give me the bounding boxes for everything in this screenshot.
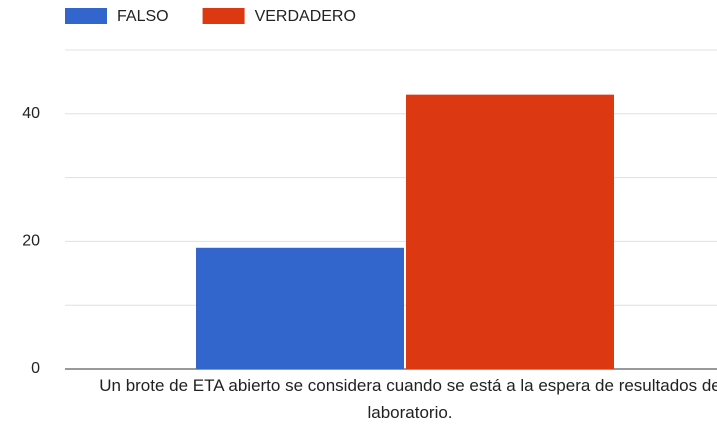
y-tick-label: 20 — [22, 233, 40, 250]
legend-label: FALSO — [117, 8, 169, 25]
bar — [196, 247, 404, 369]
x-tick-label: Un brote de ETA abierto se considera cua… — [99, 376, 717, 422]
legend-swatch — [65, 8, 107, 24]
y-tick-label: 0 — [31, 360, 40, 377]
legend-swatch — [202, 8, 245, 24]
y-tick-label: 40 — [22, 105, 40, 122]
bar — [406, 94, 614, 369]
legend-label: VERDADERO — [255, 8, 356, 25]
